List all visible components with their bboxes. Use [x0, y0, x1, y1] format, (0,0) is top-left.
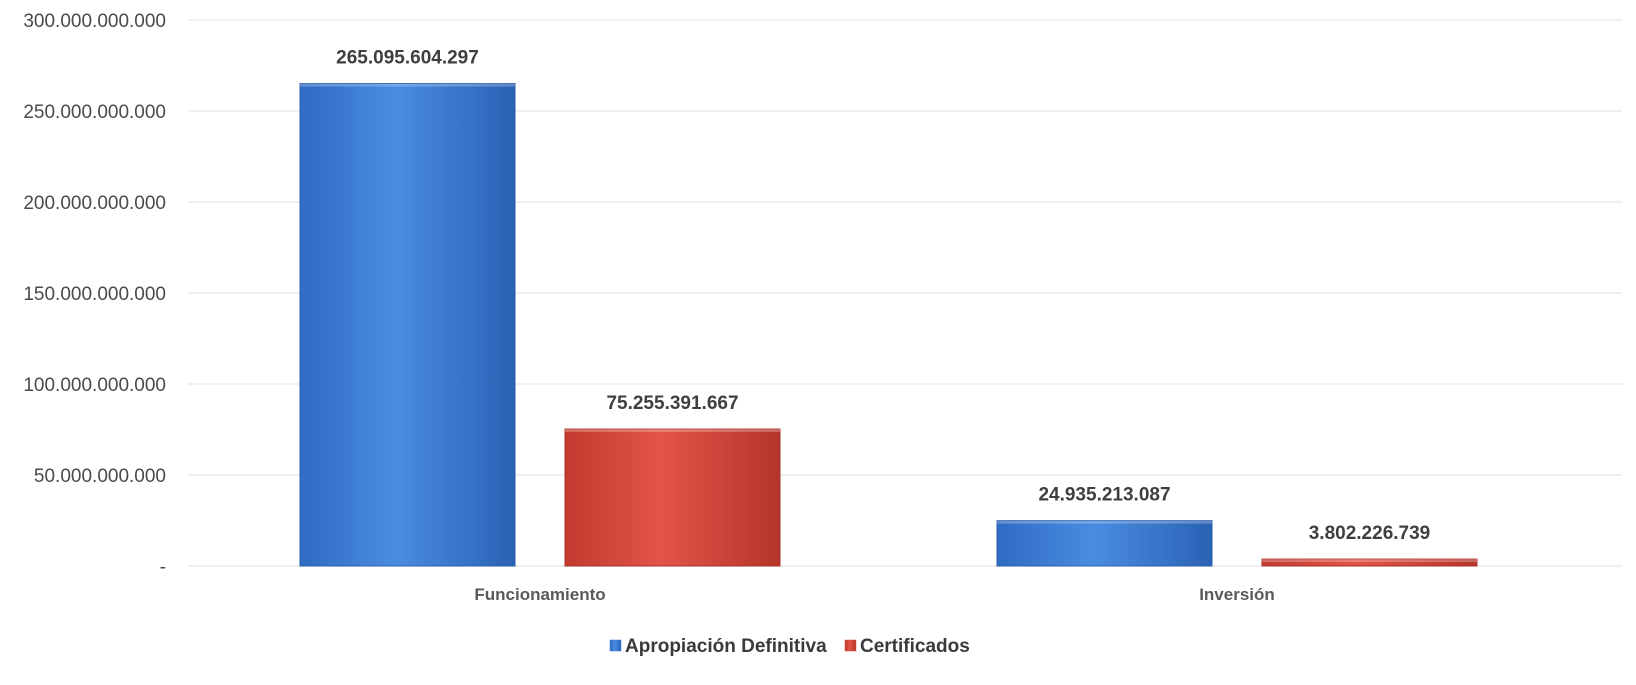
- legend: Apropiación Definitiva Certificados: [609, 636, 970, 657]
- legend-swatch: [844, 639, 857, 652]
- data-labels: 265.095.604.297 75.255.391.667 24.935.213.…: [336, 48, 1430, 545]
- y-tick-label: 50.000.000.000: [34, 466, 166, 487]
- bar-certificados-inversion: [1261, 558, 1478, 567]
- bar-certificados-funcionamiento: [564, 428, 781, 567]
- data-label: 24.935.213.087: [1038, 485, 1170, 506]
- bar-highlight: [1262, 559, 1477, 563]
- bar-apropiacion-inversion: [996, 520, 1213, 567]
- data-label: 265.095.604.297: [336, 48, 479, 69]
- legend-label: Apropiación Definitiva: [625, 636, 827, 657]
- bar-highlight: [565, 429, 780, 433]
- y-tick-label: 250.000.000.000: [23, 102, 166, 123]
- data-label: 3.802.226.739: [1309, 523, 1431, 544]
- category-label: Inversión: [1199, 585, 1275, 604]
- y-tick-label: -: [160, 557, 166, 578]
- bar-highlight: [997, 520, 1212, 524]
- y-axis-tick-labels: - 50.000.000.000 100.000.000.000 150.000.00…: [23, 11, 166, 578]
- legend-label: Certificados: [860, 636, 970, 657]
- y-tick-label: 100.000.000.000: [23, 375, 166, 396]
- y-tick-label: 300.000.000.000: [23, 11, 166, 32]
- bar-highlight: [300, 83, 515, 87]
- legend-swatch: [609, 639, 622, 652]
- bar-apropiacion-funcionamiento: [299, 83, 516, 567]
- y-tick-label: 200.000.000.000: [23, 193, 166, 214]
- bars: [299, 83, 1478, 567]
- category-labels: Funcionamiento Inversión: [474, 585, 1274, 604]
- data-label: 75.255.391.667: [606, 393, 738, 414]
- category-label: Funcionamiento: [474, 585, 605, 604]
- y-tick-label: 150.000.000.000: [23, 284, 166, 305]
